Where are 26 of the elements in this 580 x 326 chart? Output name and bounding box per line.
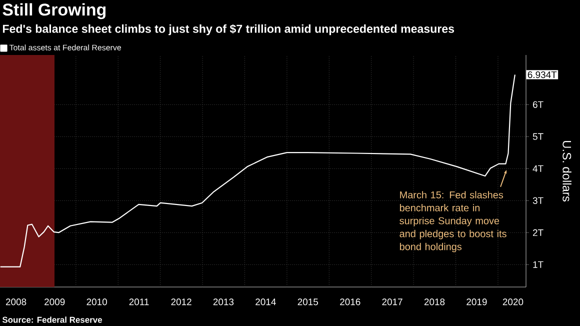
y-axis-title: U.S. dollars (562, 141, 572, 202)
y-tick-label: 6T (533, 101, 544, 108)
x-tick-label: 2011 (129, 298, 149, 306)
y-tick-label: 2T (532, 229, 544, 236)
data-label: 6.934T (528, 71, 557, 78)
x-tick-label: 2015 (298, 298, 318, 306)
y-tick-label: 1T (533, 261, 544, 268)
y-tick-label: 4T (532, 165, 544, 172)
y-tick-label: 5T (532, 133, 544, 140)
x-tick-label: 2009 (44, 298, 65, 306)
x-tick-label: 2020 (502, 298, 524, 306)
chart-title: Still Growing (2, 3, 106, 20)
line-series (0, 74, 516, 268)
x-tick-label: 2014 (256, 298, 276, 306)
annotation: March 15: Fed slashes benchmark rate in surprise Sunday move and pledges to boost its bond holdings (400, 191, 506, 252)
source-note: Source: Federal Reserve (2, 316, 102, 323)
chart-subtitle: Fed's balance sheet climbs to just shy of $7 trillion amid unprecedented measures (2, 24, 454, 36)
x-tick-label: 2008 (6, 298, 26, 306)
y-tick-label: 3T (532, 197, 544, 204)
x-tick-label: 2018 (424, 298, 445, 306)
x-tick-label: 2012 (171, 298, 192, 306)
x-tick-label: 2010 (86, 298, 107, 306)
x-tick-label: 2016 (340, 298, 360, 306)
x-tick-label: 2017 (382, 298, 402, 306)
x-tick-label: 2019 (466, 298, 487, 306)
x-tick-label: 2013 (213, 298, 234, 306)
